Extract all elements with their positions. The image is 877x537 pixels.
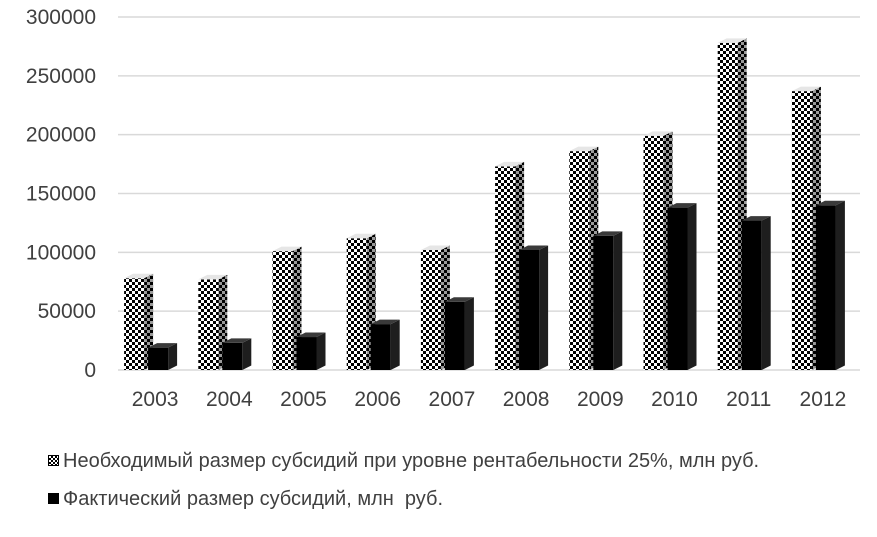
bar-top — [148, 343, 178, 348]
x-tick-label: 2010 — [651, 388, 698, 411]
bar-side — [835, 200, 845, 370]
bar-top — [272, 246, 302, 252]
y-tick-label: 100000 — [26, 241, 96, 264]
x-tick-label: 2008 — [503, 388, 550, 411]
bar — [296, 332, 326, 370]
bar-top — [593, 231, 623, 236]
bar-top — [198, 274, 228, 280]
y-tick-label: 200000 — [26, 124, 96, 147]
bar-side — [390, 319, 400, 370]
bar — [198, 274, 228, 370]
bar-front — [124, 278, 145, 370]
bar-side — [316, 332, 326, 370]
bar — [148, 343, 178, 370]
bars — [124, 38, 845, 371]
bar-front — [370, 324, 391, 370]
bar-side — [144, 273, 154, 370]
bar-front — [717, 42, 738, 371]
bar-side — [687, 203, 697, 370]
x-tick-label: 2011 — [726, 388, 771, 411]
bar-front — [444, 301, 465, 370]
bar — [370, 319, 400, 370]
bar-top — [643, 131, 673, 136]
legend-pattern-swatch — [48, 455, 59, 466]
bar-front — [296, 337, 317, 370]
bar-top — [124, 273, 154, 279]
x-axis: 2003 2004 2005 2006 2007 2008 2009 2010 2011 2012 — [132, 388, 847, 411]
y-tick-label: 300000 — [26, 6, 96, 29]
bar — [815, 200, 845, 370]
bar — [667, 203, 697, 370]
bar-front — [815, 205, 836, 370]
bar-top — [815, 200, 845, 206]
bar-top — [569, 146, 599, 152]
bar-front — [569, 151, 590, 370]
bar-top — [495, 161, 525, 167]
legend-item-required: Необходимый размер субсидий при уровне р… — [48, 449, 848, 474]
bar-front — [643, 135, 664, 370]
x-tick-label: 2006 — [354, 388, 401, 411]
bar-chart: 0 50000 100000 150000 200000 250000 300000 200… — [26, 6, 860, 411]
bar-front — [495, 166, 516, 370]
bar-top — [222, 338, 252, 343]
bar-front — [519, 249, 540, 370]
bar-top — [420, 245, 450, 250]
bar-top — [791, 86, 821, 92]
bar — [444, 297, 474, 370]
legend-label-actual: Фактический размер субсидий, млн руб. — [63, 488, 444, 510]
legend-label-required: Необходимый размер субсидий при уровне р… — [63, 450, 760, 472]
bar-top — [519, 245, 549, 250]
x-tick-label: 2009 — [577, 388, 624, 411]
bar-front — [346, 238, 367, 370]
bar-top — [370, 319, 400, 325]
bar-front — [148, 347, 169, 370]
bar-side — [613, 231, 623, 370]
bar-top — [296, 332, 326, 338]
x-tick-label: 2005 — [280, 388, 327, 411]
bar-top — [741, 216, 771, 221]
bar-front — [222, 342, 243, 370]
bar-top — [346, 233, 376, 239]
bar-top — [667, 203, 697, 208]
x-tick-label: 2012 — [800, 388, 847, 411]
legend: Необходимый размер субсидий при уровне р… — [48, 449, 848, 512]
bar-front — [667, 207, 688, 370]
bar-front — [791, 91, 812, 370]
legend-solid-swatch — [48, 493, 59, 504]
bar — [741, 216, 771, 370]
bar-top — [717, 38, 747, 43]
bar-side — [761, 216, 771, 370]
bar-front — [741, 220, 762, 370]
bar-front — [420, 249, 441, 370]
y-tick-label: 0 — [84, 359, 96, 382]
legend-item-actual: Фактический размер субсидий, млн руб. — [48, 487, 848, 512]
bar-front — [272, 251, 293, 370]
bar — [593, 231, 623, 370]
bar-side — [168, 343, 178, 370]
bar-side — [242, 338, 252, 370]
bar-front — [593, 235, 614, 370]
x-tick-label: 2007 — [429, 388, 476, 411]
bar — [519, 245, 549, 370]
y-tick-label: 250000 — [26, 65, 96, 88]
y-axis: 0 50000 100000 150000 200000 250000 300000 — [26, 6, 96, 382]
x-tick-label: 2003 — [132, 388, 179, 411]
x-tick-label: 2004 — [206, 388, 253, 411]
bar-top — [444, 297, 474, 302]
y-tick-label: 150000 — [26, 183, 96, 206]
y-tick-label: 50000 — [38, 300, 96, 323]
bar — [222, 338, 252, 370]
gridlines — [118, 16, 860, 371]
bar-side — [464, 297, 474, 370]
bar — [124, 273, 154, 370]
bar-front — [198, 279, 219, 370]
bar — [569, 146, 599, 370]
bar-side — [539, 245, 549, 370]
